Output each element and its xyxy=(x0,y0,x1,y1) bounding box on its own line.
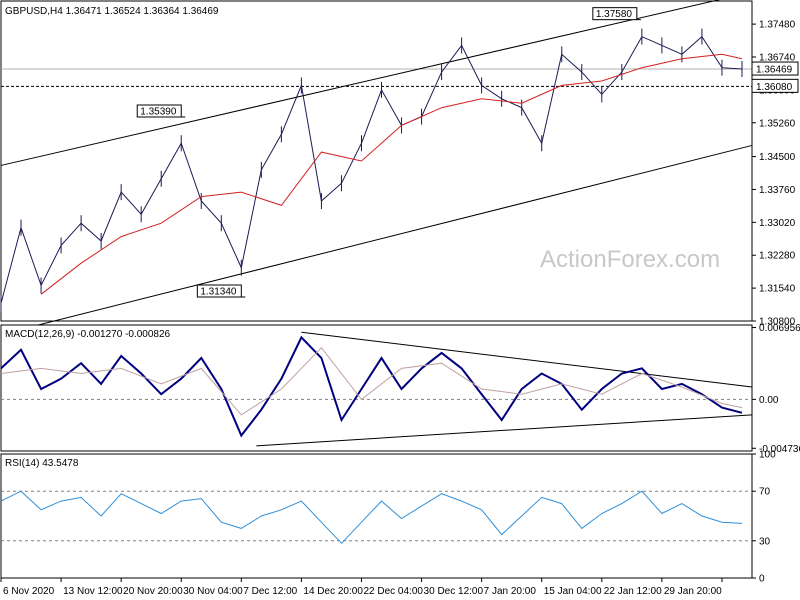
macd-panel: MACD(12,26,9) -0.001270 -0.000826 0.0069… xyxy=(0,323,800,455)
rsi-grid xyxy=(1,490,752,542)
price-header: GBPUSD,H4 1.36471 1.36524 1.36364 1.3646… xyxy=(5,6,219,17)
y-tick-label: 70 xyxy=(759,487,771,498)
rsi-panel-frame xyxy=(0,453,753,579)
trend-line xyxy=(256,414,753,447)
x-tick-label: 7 Dec 12:00 xyxy=(243,586,297,597)
rsi-header: RSI(14) 43.5478 xyxy=(5,458,79,469)
price-trend-lines xyxy=(0,0,753,335)
price-series xyxy=(0,28,743,312)
price-y-axis: 1.374801.367401.360001.352601.345001.337… xyxy=(751,20,799,328)
y-tick-label: 0 xyxy=(759,574,765,585)
y-tick-label: 1.35260 xyxy=(759,118,796,129)
support-label: 1.36080 xyxy=(756,82,793,93)
annotation-box xyxy=(592,7,638,21)
y-tick-label: 30 xyxy=(759,536,771,547)
annotation-label: 1.35390 xyxy=(140,107,177,118)
trend-line xyxy=(301,331,753,388)
x-tick-label: 30 Dec 12:00 xyxy=(424,586,484,597)
macd-series-line xyxy=(0,335,743,438)
annotation-box xyxy=(136,104,182,118)
x-tick-label: 30 Nov 04:00 xyxy=(183,586,243,597)
rsi-panel: RSI(14) 43.5478 100 70 30 0 xyxy=(0,450,776,585)
macd-y-axis: 0.006956 0.00 -0.004736 xyxy=(752,323,800,455)
current-price-label: 1.36469 xyxy=(756,65,793,76)
price-panel-frame xyxy=(0,0,753,322)
x-tick-label: 6 Nov 2020 xyxy=(3,586,55,597)
y-tick-label: -0.004736 xyxy=(759,444,800,455)
x-axis: 6 Nov 2020 13 Nov 12:00 20 Nov 20:00 30 Nov… xyxy=(0,578,723,597)
y-tick-label: 1.34500 xyxy=(759,152,796,163)
macd-header: MACD(12,26,9) -0.001270 -0.000826 xyxy=(5,329,171,340)
y-tick-label: 1.36740 xyxy=(759,53,796,64)
support-tag xyxy=(751,78,799,93)
watermark: ActionForex.com xyxy=(540,246,720,273)
y-tick-label: 1.32280 xyxy=(759,251,796,262)
trend-line xyxy=(0,144,753,335)
current-price-tag xyxy=(751,61,799,76)
rsi-series xyxy=(0,490,743,545)
y-tick-label: 100 xyxy=(759,450,776,461)
x-tick-label: 22 Dec 04:00 xyxy=(363,586,423,597)
trend-line xyxy=(0,0,721,166)
y-tick-label: 1.31540 xyxy=(759,284,796,295)
y-tick-label: 0.006956 xyxy=(759,323,800,334)
rsi-series-line xyxy=(0,490,743,545)
annotation-box xyxy=(196,284,242,298)
price-annotations: 1.35390 1.31340 1.37580 xyxy=(136,7,641,298)
annotation-label: 1.37580 xyxy=(596,9,633,20)
x-tick-label: 15 Jan 04:00 xyxy=(544,586,602,597)
macd-series xyxy=(0,335,743,438)
y-tick-label: 1.33760 xyxy=(759,185,796,196)
x-tick-label: 14 Dec 20:00 xyxy=(303,586,363,597)
x-tick-label: 22 Jan 12:00 xyxy=(604,586,662,597)
x-tick-label: 13 Nov 12:00 xyxy=(63,586,123,597)
price-series-line xyxy=(40,53,743,295)
macd-series-line xyxy=(0,346,743,416)
annotation-label: 1.31340 xyxy=(200,287,237,298)
price-grid xyxy=(1,68,752,87)
y-tick-label: 1.30800 xyxy=(759,317,796,328)
y-tick-label: 1.37480 xyxy=(759,20,796,31)
x-tick-label: 29 Jan 20:00 xyxy=(664,586,722,597)
macd-trend-lines xyxy=(256,331,753,447)
y-tick-label: 0.00 xyxy=(759,395,779,406)
x-tick-label: 7 Jan 20:00 xyxy=(484,586,537,597)
rsi-y-axis: 100 70 30 0 xyxy=(752,450,776,585)
x-tick-label: 20 Nov 20:00 xyxy=(123,586,183,597)
price-panel: ActionForex.com 1.35390 1.31340 1.37580 GB… xyxy=(0,0,799,335)
y-tick-label: 1.33020 xyxy=(759,218,796,229)
